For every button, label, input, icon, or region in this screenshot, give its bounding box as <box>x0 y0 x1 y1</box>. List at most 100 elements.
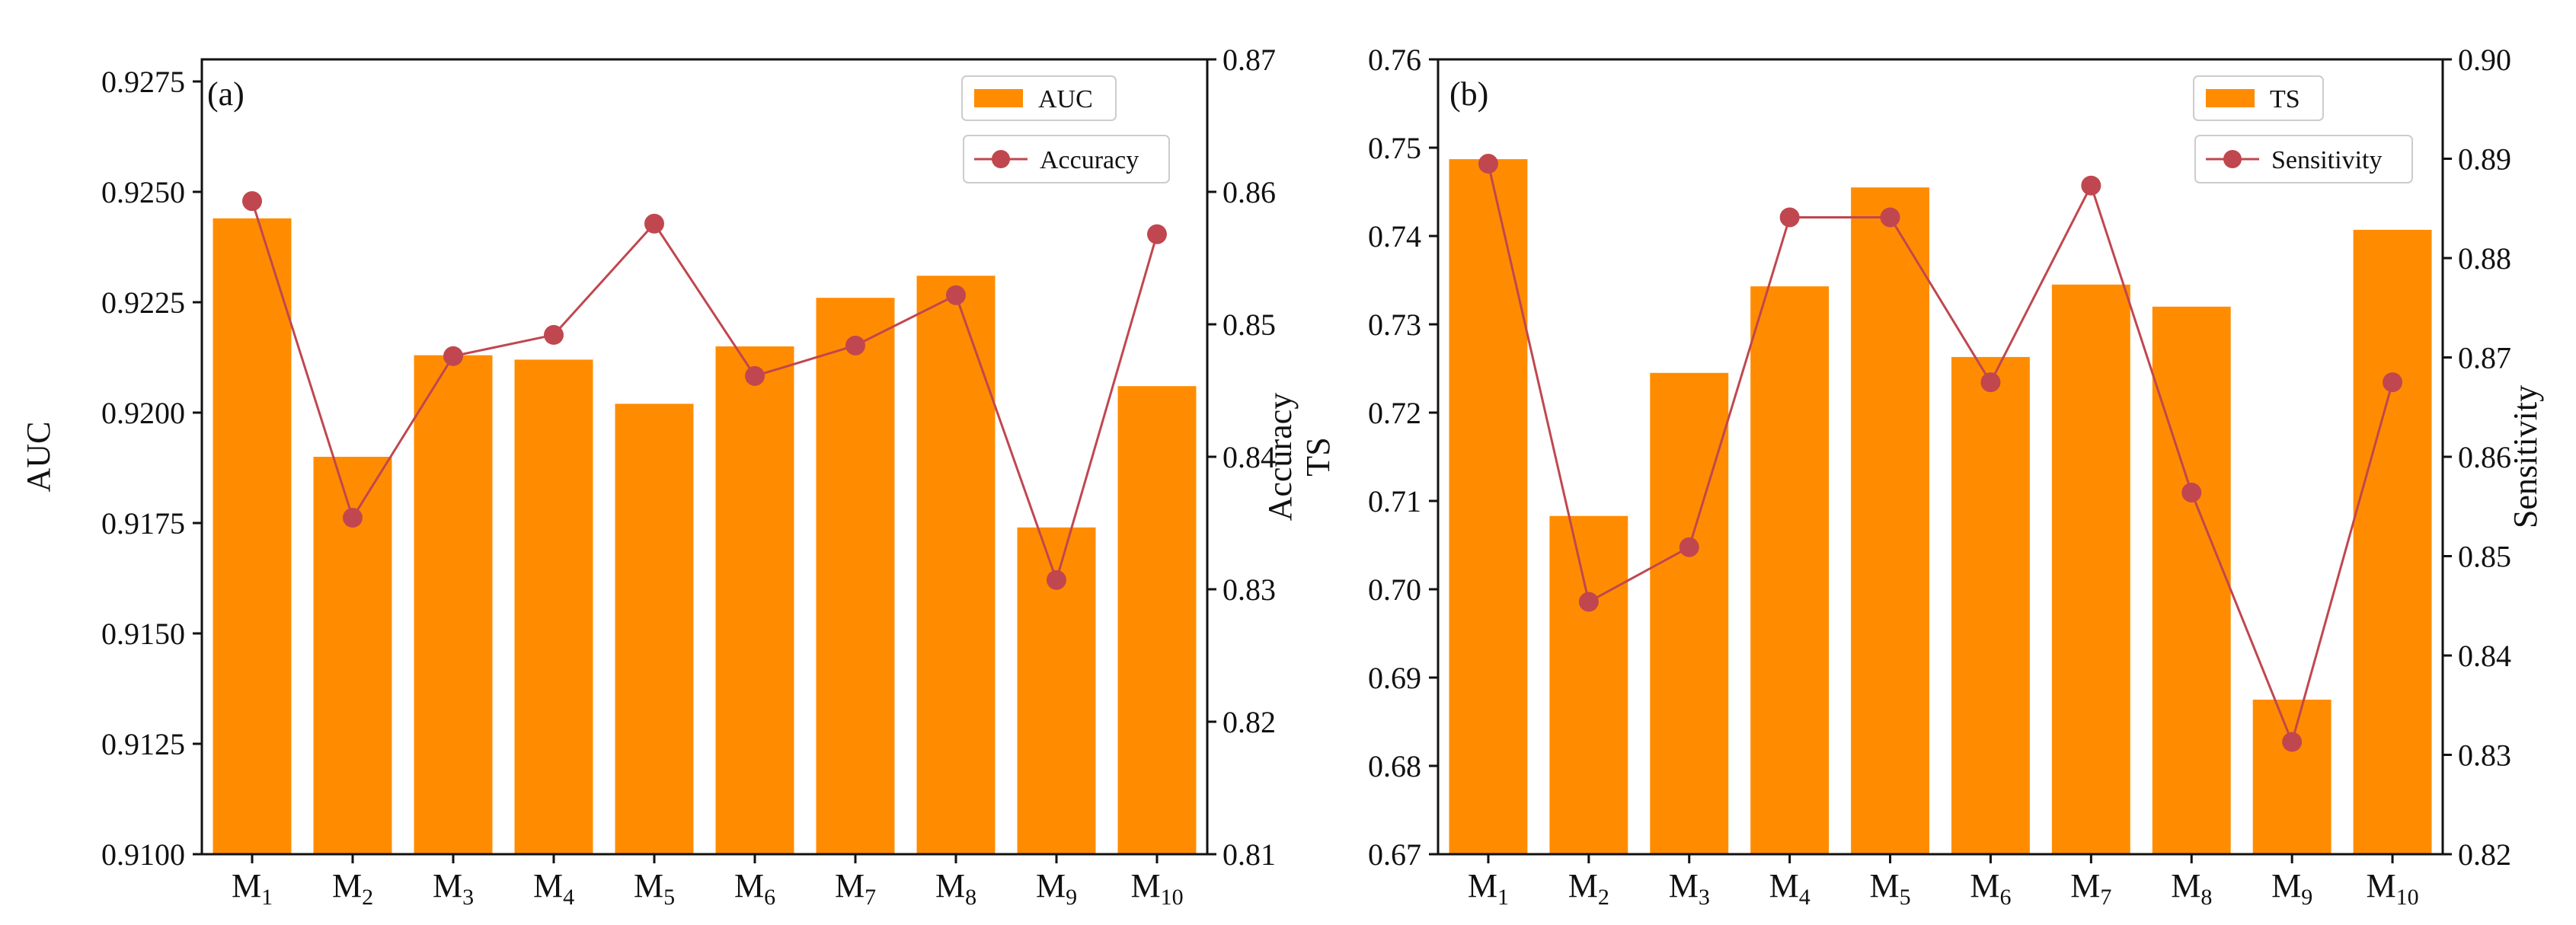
bar-auc-4 <box>514 359 593 854</box>
accuracy-line <box>242 191 1167 590</box>
legend-label-bar: TS <box>2270 85 2300 113</box>
x-tick-label: M2 <box>332 867 373 910</box>
x-tick-label: M7 <box>835 867 876 910</box>
x-tick-label: M2 <box>1568 867 1609 910</box>
bar-ts-9 <box>2252 700 2332 854</box>
bar-auc-5 <box>615 403 694 854</box>
x-tick-label: M5 <box>634 867 675 910</box>
left-tick-label: 0.9175 <box>101 506 185 541</box>
accuracy-axis-ticks: 0.81 0.82 0.83 0.84 0.85 0.86 0.87 <box>1207 43 1276 872</box>
x-tick-label: M8 <box>2171 867 2212 910</box>
auc-axis-ticks: 0.9100 0.9125 0.9150 0.9175 0.9200 0.9225 0.92… <box>101 65 202 872</box>
bar-ts-2 <box>1549 515 1628 854</box>
right-tick-label: 0.82 <box>2458 837 2511 872</box>
left-tick-label: 0.9200 <box>101 396 185 430</box>
x-tick-label: M5 <box>1869 867 1910 910</box>
x-axis-ticks-a: M1 M2 M3 M4 M5 M6 M7 M8 M9 M10 <box>232 854 1184 910</box>
accuracy-axis-title: Accuracy <box>1261 393 1299 522</box>
x-tick-label: M9 <box>2271 867 2312 910</box>
right-tick-label: 0.83 <box>2458 738 2511 773</box>
x-tick-label: M10 <box>1130 867 1183 910</box>
right-tick-label: 0.88 <box>2458 241 2511 276</box>
bar-auc-3 <box>414 355 493 855</box>
point-accuracy-5 <box>644 213 664 234</box>
bar-ts-10 <box>2353 229 2432 854</box>
legend-box-line <box>963 135 1170 183</box>
bar-ts-5 <box>1851 187 1929 854</box>
bar-auc-6 <box>715 346 794 854</box>
legend-label-line: Accuracy <box>1040 146 1139 174</box>
bar-ts-7 <box>2051 284 2130 854</box>
left-tick-label: 0.70 <box>1368 573 1421 607</box>
sensitivity-line <box>1478 154 2403 752</box>
bar-auc-7 <box>816 298 895 854</box>
right-tick-label: 0.86 <box>2458 440 2511 474</box>
bar-ts-3 <box>1650 372 1729 854</box>
right-tick-label: 0.86 <box>1222 175 1276 209</box>
point-accuracy-6 <box>745 365 765 386</box>
right-tick-label: 0.87 <box>1222 43 1276 77</box>
point-accuracy-1 <box>242 191 262 212</box>
bar-ts-8 <box>2152 306 2231 854</box>
legend-box-bar <box>961 75 1117 121</box>
legend-box-bar <box>2193 75 2324 121</box>
legend-swatch-marker <box>2223 150 2242 168</box>
x-tick-label: M6 <box>1970 867 2011 910</box>
bar-ts-6 <box>1951 356 2030 854</box>
point-accuracy-8 <box>946 285 966 305</box>
left-tick-label: 0.68 <box>1368 749 1421 783</box>
point-sensitivity-9 <box>2282 732 2303 752</box>
point-sensitivity-4 <box>1779 207 1800 228</box>
x-tick-label: M4 <box>533 867 574 910</box>
point-sensitivity-5 <box>1880 207 1900 228</box>
x-tick-label: M9 <box>1036 867 1077 910</box>
legend-swatch-bar <box>974 89 1023 107</box>
point-sensitivity-3 <box>1679 537 1699 557</box>
point-sensitivity-1 <box>1478 154 1498 174</box>
right-tick-label: 0.82 <box>1222 705 1276 739</box>
left-tick-label: 0.9100 <box>101 837 185 872</box>
point-accuracy-10 <box>1147 224 1167 244</box>
legend-swatch-bar <box>2206 89 2255 107</box>
point-accuracy-4 <box>544 324 564 345</box>
left-tick-label: 0.76 <box>1368 43 1421 77</box>
point-accuracy-9 <box>1047 569 1066 590</box>
x-tick-label: M6 <box>734 867 775 910</box>
x-tick-label: M7 <box>2070 867 2111 910</box>
left-tick-label: 0.9125 <box>101 727 185 761</box>
left-tick-label: 0.71 <box>1368 484 1421 518</box>
auc-axis-title: AUC <box>20 422 57 493</box>
bar-ts-4 <box>1750 286 1830 854</box>
point-sensitivity-10 <box>2383 372 2403 393</box>
legend-label-line: Sensitivity <box>2271 146 2382 174</box>
x-tick-label: M3 <box>433 867 474 910</box>
line-path <box>1487 163 2394 746</box>
legend-a: AUC Accuracy <box>961 75 1170 183</box>
ts-bars <box>1449 159 2432 854</box>
panel-label-b: (b) <box>1449 75 1488 113</box>
ts-axis-title: TS <box>1299 437 1337 476</box>
bar-ts-1 <box>1449 159 1528 854</box>
point-sensitivity-6 <box>1980 372 2001 393</box>
right-tick-label: 0.85 <box>2458 540 2511 574</box>
left-tick-label: 0.9225 <box>101 285 185 320</box>
point-accuracy-2 <box>343 508 363 528</box>
left-tick-label: 0.67 <box>1368 837 1421 872</box>
left-tick-label: 0.74 <box>1368 219 1421 254</box>
right-tick-label: 0.83 <box>1222 573 1276 607</box>
x-tick-label: M4 <box>1769 867 1811 910</box>
line-path <box>251 200 1159 584</box>
right-tick-label: 0.84 <box>2458 639 2511 673</box>
ts-axis-ticks: 0.67 0.68 0.69 0.70 0.71 0.72 0.73 0.74 0.75 0.76 <box>1368 43 1438 872</box>
x-tick-label: M3 <box>1669 867 1710 910</box>
x-tick-label: M10 <box>2366 867 2418 910</box>
right-tick-label: 0.89 <box>2458 142 2511 177</box>
bar-auc-10 <box>1117 386 1197 854</box>
right-tick-label: 0.90 <box>2458 43 2511 77</box>
right-tick-label: 0.85 <box>1222 308 1276 342</box>
auc-bars <box>213 218 1197 855</box>
point-sensitivity-7 <box>2081 175 2101 196</box>
left-tick-label: 0.9250 <box>101 175 185 209</box>
x-tick-label: M1 <box>1468 867 1509 910</box>
